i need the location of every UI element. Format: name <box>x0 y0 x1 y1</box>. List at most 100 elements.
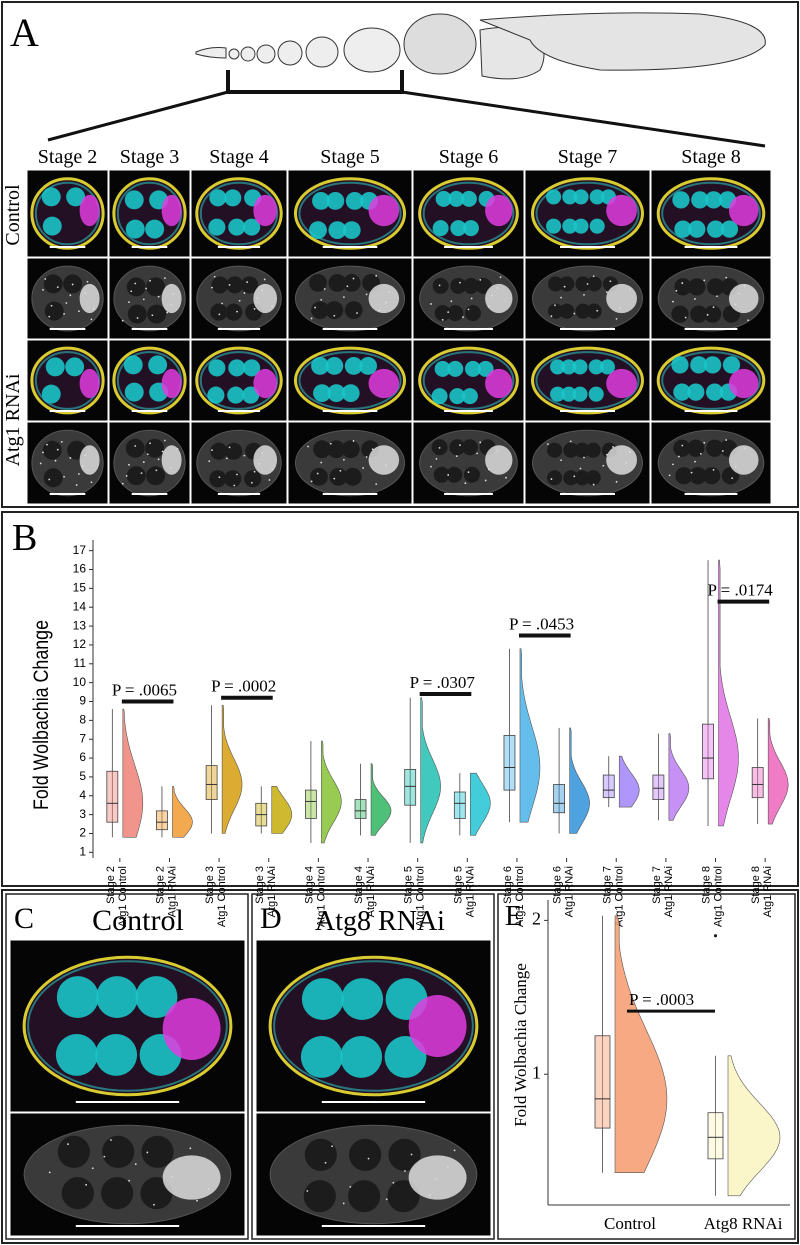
speckle <box>121 482 124 485</box>
panel-title: Atg8 RNAi <box>315 906 445 937</box>
speckle <box>84 454 87 457</box>
nucleus <box>329 467 348 486</box>
nucleus <box>208 359 226 377</box>
stage-label: Stage 3 <box>120 146 179 168</box>
nucleus <box>588 359 604 375</box>
speckle <box>743 447 746 450</box>
speckle <box>236 473 238 476</box>
speckle <box>333 314 336 317</box>
x-tick-label: Atg1 Control <box>613 866 625 927</box>
follicle-layer <box>661 351 761 410</box>
oocyte <box>161 368 182 399</box>
nucleus <box>348 1180 381 1213</box>
nucleus <box>228 218 246 236</box>
oocyte <box>253 368 278 399</box>
box <box>652 774 665 800</box>
speckle <box>583 456 585 459</box>
speckle <box>85 1183 88 1186</box>
speckle <box>605 291 608 294</box>
nucleus <box>125 438 145 458</box>
speckle <box>238 299 241 302</box>
nucleus <box>225 303 243 321</box>
panel-c-frame <box>5 893 249 1240</box>
speckle <box>67 1143 69 1146</box>
speckle <box>75 484 78 486</box>
speckle <box>90 318 93 321</box>
speckle <box>149 279 151 282</box>
y-tick-label: 1 <box>532 1062 541 1082</box>
panel-label: A <box>10 10 39 55</box>
speckle <box>39 462 42 465</box>
speckle <box>569 440 572 443</box>
nucleus <box>55 1033 98 1076</box>
panel-e-frame <box>497 893 796 1240</box>
speckle <box>306 1190 309 1192</box>
nucleus <box>45 357 65 377</box>
nucleus <box>146 277 166 297</box>
nucleus <box>341 384 360 403</box>
speckle <box>149 442 151 445</box>
speckle <box>153 1203 155 1206</box>
oocyte <box>728 445 759 475</box>
follicle-layer <box>199 181 279 246</box>
box <box>702 723 714 780</box>
nucleus <box>434 360 451 377</box>
nucleus <box>41 187 61 207</box>
nucleus <box>244 470 262 488</box>
speckle <box>320 461 323 464</box>
nucleus <box>304 1138 337 1171</box>
nucleus <box>722 356 741 374</box>
y-tick-label: 8 <box>79 713 86 727</box>
y-tick-label: 14 <box>73 599 87 613</box>
speckle <box>550 478 553 480</box>
oocyte <box>162 1155 221 1200</box>
nucleus <box>145 219 165 239</box>
speckle <box>151 314 154 317</box>
speckle <box>725 276 728 279</box>
oocyte <box>485 283 513 314</box>
micrographs <box>9 939 492 1237</box>
nucleus <box>548 303 564 319</box>
speckle <box>625 462 628 464</box>
nucleus <box>464 305 481 322</box>
oocyte <box>368 445 400 475</box>
oocyte <box>79 194 100 227</box>
nucleus <box>388 1138 421 1171</box>
nucleus <box>125 219 145 239</box>
speckle <box>487 305 490 308</box>
nucleus <box>588 386 604 402</box>
follicle-layer <box>298 181 402 246</box>
y-tick-label: 6 <box>79 750 86 764</box>
nucleus <box>673 383 691 401</box>
nucleus <box>209 189 227 207</box>
speckle <box>438 284 441 287</box>
nucleus <box>589 218 605 234</box>
speckle <box>225 457 228 460</box>
nucleus <box>325 356 344 375</box>
p-value: P = .0453 <box>509 615 574 634</box>
oocyte <box>606 445 637 475</box>
x-tick-label: Stage 3 <box>204 866 216 904</box>
germarium <box>195 47 227 59</box>
speckle <box>699 452 702 455</box>
speckle <box>592 275 595 278</box>
nucleus <box>243 218 261 236</box>
nucleus <box>690 356 708 374</box>
speckle <box>128 1179 131 1182</box>
nucleus <box>586 276 602 292</box>
speckle <box>579 467 582 470</box>
speckle <box>365 456 368 458</box>
nucleus <box>44 301 64 321</box>
x-tick-label: Atg1 Control <box>216 866 228 927</box>
speckle <box>161 450 164 453</box>
speckle <box>163 439 166 442</box>
oocyte <box>253 194 278 227</box>
nucleus <box>704 305 722 323</box>
speckle <box>378 309 381 312</box>
x-tick-label: Atg1 Control <box>713 866 725 927</box>
nucleus <box>344 356 363 375</box>
bottom-frame <box>1 889 799 1244</box>
speckle <box>554 304 556 307</box>
speckle <box>172 293 175 295</box>
